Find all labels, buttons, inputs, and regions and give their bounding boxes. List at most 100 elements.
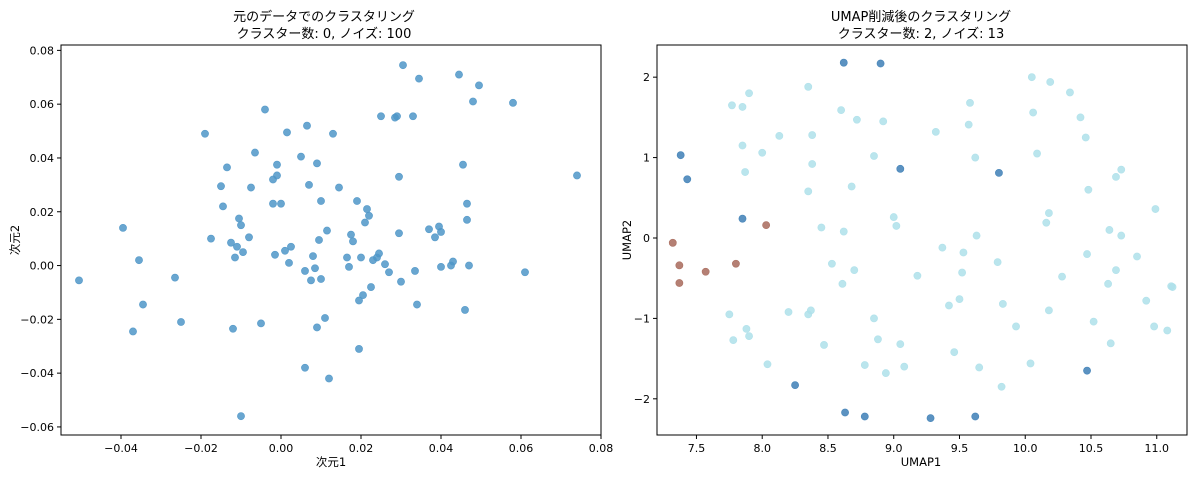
left-scatter-point [509,98,517,107]
right-scatter-point [758,148,767,157]
right-scatter-point [1045,306,1053,315]
left-scatter-point [285,258,293,267]
right-x-tick-label: 9.5 [951,442,969,455]
right-x-tick-label: 8.5 [819,442,837,455]
left-x-tick-label: −0.04 [104,442,138,455]
left-scatter-point [573,171,581,180]
left-scatter-point [273,171,281,180]
left-scatter-point [271,250,279,259]
left-x-tick-label: 0.00 [269,442,294,455]
right-scatter-point [762,221,771,230]
right-scatter-point [913,271,922,280]
right-scatter-point [738,214,747,223]
right-scatter-point [931,127,940,136]
right-scatter-point [1142,296,1151,305]
right-y-tick-label: 1 [643,152,650,165]
right-scatter-point [791,381,799,390]
left-scatter-point [313,323,321,332]
left-scatter-point [355,296,363,305]
right-scatter-point [728,101,736,110]
left-scatter-point [455,70,463,79]
right-scatter-point [1104,279,1112,288]
right-plot-frame [656,44,1188,436]
left-scatter-point [393,112,401,121]
right-scatter-point [958,268,967,277]
right-scatter-point [808,131,817,139]
left-y-axis-label: 次元2 [8,225,22,255]
left-scatter-point [317,197,325,205]
right-scatter-point [975,363,984,372]
right-scatter-point [817,223,826,232]
right-scatter-point [938,243,947,252]
right-scatter-point [1012,322,1020,331]
right-scatter-point [876,59,885,68]
right-scatter-point [1117,165,1126,174]
left-scatter-point [469,97,477,106]
right-scatter-point [1027,73,1036,82]
right-scatter-point [676,151,685,160]
left-scatter-point [461,306,469,314]
right-scatter-point [828,259,836,268]
right-scatter-point [741,168,750,176]
left-scatter-point [233,242,241,251]
right-scatter-point [955,295,964,304]
left-scatter-point [399,61,407,70]
right-x-tick-label: 11.0 [1145,442,1170,455]
left-scatter-point [283,128,291,137]
left-scatter-point [201,129,209,138]
left-chart-panel: 元のデータでのクラスタリング クラスター数: 0, ノイズ: 100 −0.04… [8,9,613,469]
right-scatter-point [1046,78,1055,86]
left-scatter-point [323,226,331,235]
right-scatter-point [1083,366,1091,375]
left-scatter-point [353,197,361,205]
right-scatter-point [839,58,848,67]
left-scatter-point [425,225,433,234]
left-scatter-point [307,276,315,285]
right-scatter-point [763,360,772,369]
right-scatter-point [1151,205,1160,213]
right-x-tick-label: 10.5 [1079,442,1104,455]
left-scatter-point [207,234,215,243]
left-scatter-point [257,319,265,328]
right-scatter-point [738,141,747,150]
left-scatter-point [251,148,259,157]
right-scatter-point [892,222,901,230]
left-scatter-point [129,327,137,336]
left-scatter-point [269,199,277,208]
right-scatter-point [1089,317,1098,326]
right-scatter-point [804,82,813,91]
left-scatter-point [245,233,253,242]
left-scatter-point [273,160,281,169]
right-scatter-point [1081,133,1090,142]
right-scatter-point [1133,252,1141,261]
right-scatter-point [820,341,828,349]
right-scatter-point [879,117,888,126]
left-scatter-point [135,256,143,265]
right-scatter-point [860,361,869,369]
right-x-axis-label: UMAP1 [901,455,941,469]
left-scatter-point [237,221,245,230]
left-x-tick-label: 0.08 [589,442,614,455]
right-y-tick-label: 0 [643,232,650,245]
left-scatter-point [395,172,403,181]
left-chart-subtitle: クラスター数: 0, ノイズ: 100 [237,26,412,42]
left-scatter-point [363,205,371,213]
left-scatter-point [305,180,313,189]
right-scatter-point [966,98,974,107]
left-scatter-point [281,246,289,255]
right-scatter-point [945,301,953,310]
right-x-tick-label: 9.0 [885,442,903,455]
right-scatter-point [1117,231,1126,240]
right-scatter-point [1076,113,1085,122]
left-scatter-point [367,283,375,291]
right-scatter-point [972,231,981,240]
left-y-tick-label: 0.06 [30,98,55,111]
left-scatter-point [75,276,83,285]
left-scatter-point [459,160,467,169]
right-scatter-point [701,267,710,276]
left-scatter-point [395,229,403,238]
left-scatter-point [335,183,343,192]
right-scatter-point [675,261,684,270]
right-x-tick-label: 8.0 [753,442,771,455]
